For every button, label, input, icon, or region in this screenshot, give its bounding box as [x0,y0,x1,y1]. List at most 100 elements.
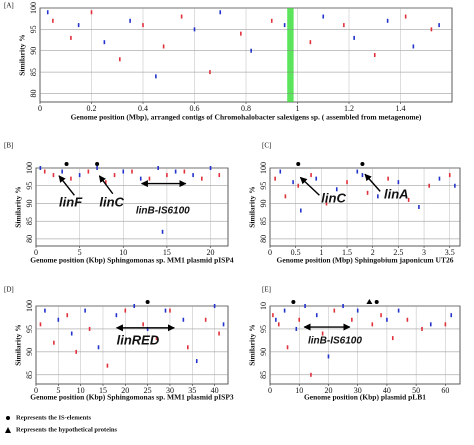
point [286,345,289,350]
point [183,169,186,174]
plot-frame [35,167,229,247]
point [351,317,353,322]
y-tick-label: 80 [25,235,34,243]
x-tick-label: 0 [38,104,42,113]
point [187,345,189,350]
point [57,317,60,322]
point [77,23,80,28]
x-axis-label: Genome position (Mbp) Sphingobium japoni… [277,256,454,265]
x-tick-label: 30 [166,386,174,395]
point [387,176,389,181]
point [297,183,300,188]
x-tick-label: 10 [77,386,85,395]
point [61,169,63,174]
point [97,345,100,350]
point [139,176,142,181]
y-axis-label: Similarity % [18,34,27,75]
y-tick-label: 95 [259,325,268,333]
point [122,169,125,174]
point [219,10,222,15]
x-tick-label: 40 [383,386,391,395]
point [353,35,355,40]
point [298,317,301,322]
point [421,326,423,331]
point [309,40,312,45]
marker-circle [145,300,150,304]
x-tick-label: 15 [99,386,107,395]
point [407,197,410,202]
y-axis-label: Similarity % [14,186,23,227]
marker-circle [360,162,365,166]
x-tick-label: 2.5 [393,248,403,257]
point [406,317,409,322]
point [315,176,318,181]
x-tick-label: 20 [207,248,215,257]
legend-text: Represents the IS-elements [16,414,91,421]
x-axis-label: Genome position (Mbp), arranged contigs … [71,113,422,122]
point [300,208,302,213]
point [78,173,81,178]
point [209,70,211,75]
point [448,173,451,178]
x-tick-label: 3 [422,248,426,257]
point [325,201,328,206]
highlight-band [287,8,294,102]
x-tick-label: 0.5 [291,248,301,257]
annotation: linRED [117,333,160,348]
x-tick-label: 1.2 [344,104,354,113]
point [333,308,336,313]
point [270,18,273,23]
point [204,317,207,322]
point [213,304,216,308]
x-tick-label: 0 [34,386,38,395]
marker-circle [374,300,379,304]
marker-circle [64,162,69,166]
point [277,322,280,327]
point [201,176,203,181]
y-tick-label: 80 [259,235,268,243]
point [240,31,242,36]
annotation-arrow [364,173,381,192]
y-tick-label: 85 [25,217,34,225]
point [377,194,379,199]
annotation: linC [99,195,124,210]
point [124,308,127,313]
x-tick-label: 1 [296,104,300,113]
point [361,173,364,178]
point [315,313,318,318]
x-tick-label: 5 [56,386,60,395]
point [66,313,69,318]
point [397,308,400,313]
annotation: linB-IS6100 [136,206,190,217]
point [142,23,144,28]
annotation-arrow [98,175,114,195]
x-tick-label: 20 [324,386,332,395]
x-tick-label: 0 [34,248,38,257]
point [39,166,42,170]
point [43,169,46,174]
x-tick-label: 0.4 [138,104,148,113]
point [53,340,55,345]
point [106,363,109,368]
point [131,169,133,174]
y-tick-label: 85 [29,68,38,76]
point [103,40,106,45]
point [428,183,430,188]
point [70,331,73,336]
y-tick-label: 90 [25,199,34,207]
point [322,14,325,19]
point [450,313,453,318]
plot-frame [269,305,461,385]
x-tick-label: 2 [371,248,375,257]
point [142,322,144,327]
point [166,173,168,178]
point [164,308,167,313]
x-tick-label: 0.2 [87,104,97,113]
marker-circle [291,300,296,304]
point [96,166,98,170]
legend-circle [6,416,10,420]
annotation-arrow [299,176,320,196]
point [88,326,91,331]
point [283,23,286,28]
